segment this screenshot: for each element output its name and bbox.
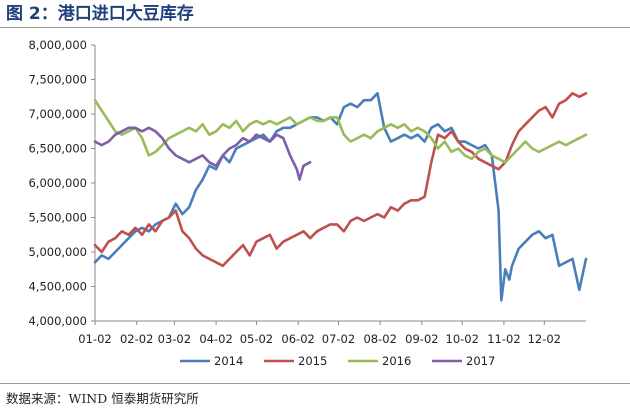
y-tick-label: 7,000,000 (28, 107, 87, 121)
legend-label-2014: 2014 (214, 354, 243, 368)
legend-label-2017: 2017 (466, 354, 495, 368)
x-tick-label: 04-02 (199, 332, 232, 346)
y-tick-label: 7,500,000 (28, 73, 87, 87)
x-tick-label: 01-02 (78, 332, 111, 346)
legend: 2014 2015 2016 2017 (180, 354, 495, 368)
x-tick-label: 07-02 (322, 332, 355, 346)
x-tick-label: 05-02 (240, 332, 273, 346)
series-line-2015 (93, 92, 588, 268)
chart-title: 图 2：港口进口大豆库存 (6, 4, 194, 24)
y-tick-label: 6,000,000 (28, 176, 87, 190)
x-axis: 01-02 02-02 03-02 04-02 05-02 06-02 07-02 08-02… (78, 320, 586, 346)
source-note: 数据来源：WIND 恒泰期货研究所 (6, 391, 199, 406)
legend-label-2015: 2015 (298, 354, 327, 368)
series-line-2014 (93, 92, 588, 302)
series-line-2016 (93, 98, 588, 164)
x-tick-label: 10-02 (446, 332, 479, 346)
y-tick-label: 4,000,000 (28, 314, 87, 328)
x-tick-label: 09-02 (405, 332, 438, 346)
x-tick-label: 12-02 (528, 332, 561, 346)
y-axis: 4,000,000 4,500,000 5,000,000 5,500,000 6,00… (28, 38, 96, 328)
x-tick-label: 03-02 (158, 332, 191, 346)
legend-label-2016: 2016 (382, 354, 411, 368)
title-divider (0, 27, 630, 28)
x-tick-label: 02-02 (120, 332, 153, 346)
x-tick-label: 08-02 (363, 332, 396, 346)
y-tick-label: 6,500,000 (28, 142, 87, 156)
series-layer (93, 92, 588, 302)
y-tick-label: 8,000,000 (28, 38, 87, 52)
source-divider (0, 383, 630, 384)
series-line-2017 (93, 126, 312, 181)
chart: 4,000,000 4,500,000 5,000,000 5,500,000 6,00… (28, 38, 588, 368)
x-tick-label: 11-02 (487, 332, 520, 346)
y-tick-label: 5,500,000 (28, 211, 87, 225)
x-tick-label: 06-02 (281, 332, 314, 346)
y-tick-label: 5,000,000 (28, 245, 87, 259)
y-tick-label: 4,500,000 (28, 280, 87, 294)
